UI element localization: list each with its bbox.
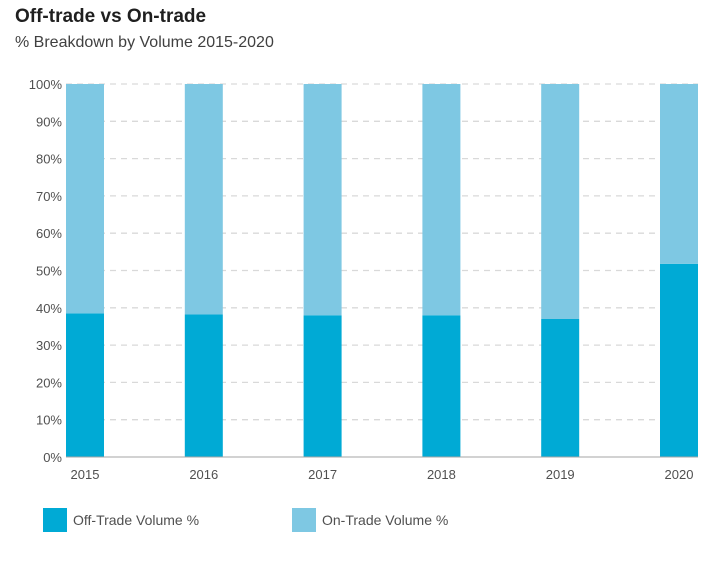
legend-item-on-trade: On-Trade Volume % bbox=[292, 508, 448, 532]
y-tick-label: 20% bbox=[36, 375, 62, 390]
y-tick-label: 90% bbox=[36, 114, 62, 129]
legend-swatch-on-trade bbox=[292, 508, 316, 532]
y-tick-label: 0% bbox=[43, 450, 62, 465]
bar-on-trade-2016 bbox=[184, 84, 223, 315]
bar-off-trade-2016 bbox=[184, 314, 223, 457]
bar-off-trade-2020 bbox=[660, 263, 698, 457]
bar-on-trade-2015 bbox=[66, 84, 104, 314]
x-tick-label: 2016 bbox=[189, 467, 218, 482]
legend-swatch-off-trade bbox=[43, 508, 67, 532]
x-tick-label: 2015 bbox=[71, 467, 100, 482]
chart-subtitle: % Breakdown by Volume 2015-2020 bbox=[15, 34, 274, 51]
legend-label-off-trade: Off-Trade Volume % bbox=[73, 512, 200, 528]
y-tick-label: 100% bbox=[29, 77, 63, 92]
chart-title: Off-trade vs On-trade bbox=[15, 6, 207, 27]
bar-on-trade-2018 bbox=[422, 84, 461, 316]
x-tick-label: 2018 bbox=[427, 467, 456, 482]
y-tick-label: 30% bbox=[36, 338, 62, 353]
legend-label-on-trade: On-Trade Volume % bbox=[322, 512, 449, 528]
y-tick-label: 10% bbox=[36, 413, 62, 428]
bar-on-trade-2020 bbox=[660, 84, 698, 264]
bar-off-trade-2015 bbox=[66, 313, 104, 457]
y-tick-label: 40% bbox=[36, 301, 62, 316]
legend-item-off-trade: Off-Trade Volume % bbox=[43, 508, 199, 532]
x-tick-label: 2020 bbox=[665, 467, 694, 482]
chart-plot: 0% 10% 20% 30% 40% 50% 60% 70% 80% 90% 100% 2015 201… bbox=[29, 77, 698, 482]
bar-on-trade-2019 bbox=[541, 84, 580, 319]
bar-off-trade-2018 bbox=[422, 315, 461, 457]
bar-off-trade-2019 bbox=[541, 318, 580, 457]
x-tick-label: 2017 bbox=[308, 467, 337, 482]
y-tick-label: 60% bbox=[36, 226, 62, 241]
y-tick-label: 80% bbox=[36, 152, 62, 167]
y-tick-label: 50% bbox=[36, 264, 62, 279]
y-tick-label: 70% bbox=[36, 189, 62, 204]
bar-off-trade-2017 bbox=[303, 315, 342, 457]
x-tick-label: 2019 bbox=[546, 467, 575, 482]
bar-on-trade-2017 bbox=[303, 84, 342, 316]
